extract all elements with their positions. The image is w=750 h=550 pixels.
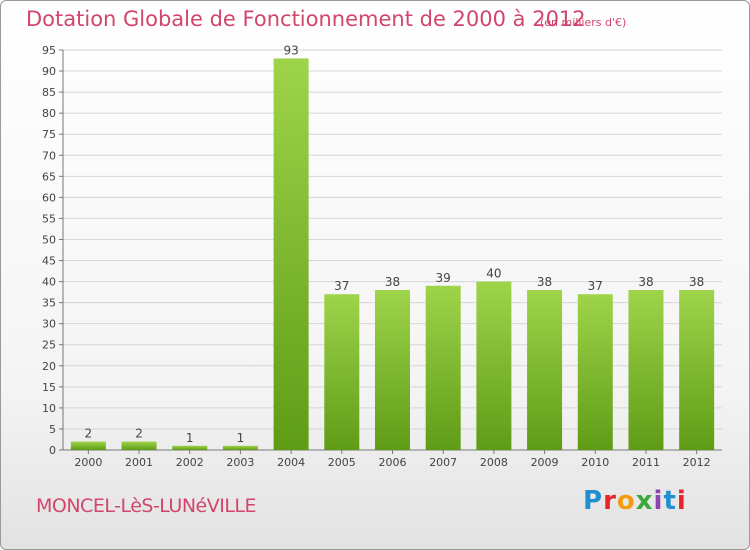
bar-2000: [70, 441, 106, 450]
bar-2011: [628, 290, 664, 450]
value-label-2010: 37: [588, 279, 603, 293]
y-tick-label: 20: [42, 360, 56, 373]
bar-2009: [527, 290, 563, 450]
bar-2005: [324, 294, 360, 450]
y-tick-label: 65: [42, 170, 56, 183]
y-tick-label: 95: [42, 44, 56, 57]
y-tick-label: 55: [42, 212, 56, 225]
bar-2012: [679, 290, 715, 450]
y-tick-label: 15: [42, 381, 56, 394]
value-label-2007: 39: [436, 271, 451, 285]
y-tick-label: 30: [42, 318, 56, 331]
x-tick-label-2010: 2010: [581, 456, 609, 469]
value-label-2004: 93: [283, 43, 298, 57]
x-tick-label-2004: 2004: [277, 456, 305, 469]
y-tick-label: 40: [42, 276, 56, 289]
x-tick-label-2003: 2003: [226, 456, 254, 469]
chart-title: Dotation Globale de Fonctionnement de 20…: [26, 7, 586, 31]
value-label-2005: 37: [334, 279, 349, 293]
x-tick-label-2000: 2000: [74, 456, 102, 469]
value-label-2009: 38: [537, 275, 552, 289]
y-tick-label: 60: [42, 191, 56, 204]
proxiti-logo: Proxiti: [583, 486, 687, 516]
value-label-2011: 38: [638, 275, 653, 289]
y-tick-label: 25: [42, 339, 56, 352]
x-tick-label-2011: 2011: [632, 456, 660, 469]
y-tick-label: 0: [49, 444, 56, 457]
y-tick-label: 70: [42, 149, 56, 162]
x-tick-label-2008: 2008: [480, 456, 508, 469]
value-label-2000: 2: [85, 427, 93, 441]
x-tick-label-2009: 2009: [531, 456, 559, 469]
value-label-2003: 1: [237, 431, 245, 445]
bar-2006: [375, 290, 410, 450]
y-tick-label: 10: [42, 402, 56, 415]
commune-name: MONCEL-LèS-LUNéVILLE: [36, 495, 257, 517]
y-tick-labels: 0 5 10 15 20 25 30 35 40 45 50 55 60 65 70 75 80 85 90 95: [42, 44, 56, 457]
bar-2010: [577, 294, 613, 450]
value-label-2001: 2: [135, 427, 143, 441]
bar-2004: [273, 58, 309, 450]
x-tick-labels: 2000 2001 2002 2003 2004 2005 2006 2007 2008 2009…: [74, 450, 711, 469]
y-tick-label: 75: [42, 128, 56, 141]
bar-2007: [425, 285, 461, 450]
y-tick-label: 50: [42, 233, 56, 246]
x-tick-label-2001: 2001: [125, 456, 153, 469]
x-tick-label-2007: 2007: [429, 456, 457, 469]
y-tick-label: 5: [49, 423, 56, 436]
value-labels: 2 2 1 1 93 37 38 39 40 38 37 38 38: [85, 43, 705, 444]
value-label-2012: 38: [689, 275, 704, 289]
x-tick-label-2012: 2012: [683, 456, 711, 469]
bar-2003: [222, 445, 258, 450]
bars: [70, 58, 715, 450]
y-tick-label: 80: [42, 107, 56, 120]
value-label-2006: 38: [385, 275, 400, 289]
x-tick-label-2006: 2006: [379, 456, 407, 469]
bar-2001: [121, 441, 157, 450]
y-tick-label: 90: [42, 65, 56, 78]
y-tick-label: 85: [42, 86, 56, 99]
y-tick-label: 45: [42, 255, 56, 268]
bar-2002: [172, 445, 208, 450]
chart-unit: (en milliers d'€): [540, 16, 627, 29]
x-tick-label-2005: 2005: [328, 456, 356, 469]
y-tick-label: 35: [42, 297, 56, 310]
value-label-2008: 40: [486, 267, 501, 281]
bar-2008: [476, 281, 512, 450]
x-tick-label-2002: 2002: [176, 456, 204, 469]
value-label-2002: 1: [186, 431, 194, 445]
